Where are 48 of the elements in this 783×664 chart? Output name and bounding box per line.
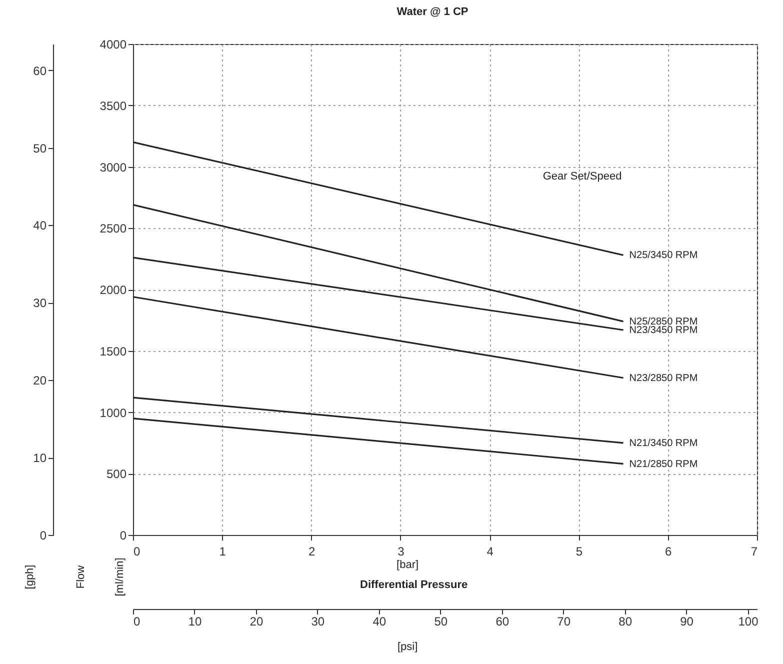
x-tick-label: 0 xyxy=(134,544,140,558)
y-tick-label: 1500 xyxy=(100,344,127,358)
y2-axis-title: [gph] xyxy=(24,564,36,590)
x-tick-label: 5 xyxy=(576,544,583,558)
text: Flow xyxy=(75,565,87,589)
series-label: N23/2850 RPM xyxy=(629,372,698,384)
y2-tick-label: 40 xyxy=(33,218,47,233)
y2-tick-label: 20 xyxy=(33,374,47,388)
y-tick-label: 3000 xyxy=(100,160,127,174)
series-label: N25/3450 RPM xyxy=(629,250,698,262)
y2-tick-label: 50 xyxy=(33,141,47,156)
chart-title: Water @ 1 CP xyxy=(396,6,468,18)
y-tick-label: 1000 xyxy=(100,406,127,420)
series-label: N21/2850 RPM xyxy=(629,458,698,470)
x2-axis-title: [psi] xyxy=(397,641,418,653)
series-label: N21/3450 RPM xyxy=(629,438,698,449)
text: Differential Pressure xyxy=(360,579,468,591)
y-tick-label: 4000 xyxy=(100,38,127,52)
y-tick-label: 2500 xyxy=(100,222,127,236)
x2-tick-label: 30 xyxy=(311,614,325,628)
x2-tick-label: 50 xyxy=(434,614,448,628)
x-axis-title: [bar] xyxy=(396,559,419,571)
x2-tick-label: 70 xyxy=(557,614,571,628)
y-axis-title: [ml/min] xyxy=(114,558,126,596)
x-tick-label: 4 xyxy=(486,544,494,558)
x2-tick-label: 40 xyxy=(372,614,386,628)
y-tick-label: 0 xyxy=(120,528,127,542)
legend-title: Gear Set/Speed xyxy=(542,170,622,183)
y-tick-label: 500 xyxy=(106,467,127,482)
x-tick-label: 7 xyxy=(750,544,758,558)
x-tick-label: 3 xyxy=(398,544,405,558)
y2-tick-label: 0 xyxy=(40,528,47,542)
x2-tick-label: 10 xyxy=(188,614,202,628)
x2-tick-label: 20 xyxy=(250,614,264,628)
x2-tick-label: 100 xyxy=(738,614,759,628)
x2-tick-label: 80 xyxy=(618,614,632,628)
y-tick-label: 2000 xyxy=(100,283,127,297)
y-tick-label: 3500 xyxy=(100,98,127,113)
y2-tick-label: 30 xyxy=(33,296,47,310)
x2-tick-label: 90 xyxy=(680,614,694,628)
x-tick-label: 2 xyxy=(308,544,316,558)
y2-tick-label: 60 xyxy=(33,64,47,78)
series-label: N23/3450 RPM xyxy=(629,325,698,336)
x-tick-label: 6 xyxy=(665,544,672,558)
x-tick-label: 1 xyxy=(219,544,226,558)
x2-tick-label: 0 xyxy=(134,614,140,628)
x2-tick-label: 60 xyxy=(496,614,510,628)
y2-tick-label: 10 xyxy=(33,451,47,466)
